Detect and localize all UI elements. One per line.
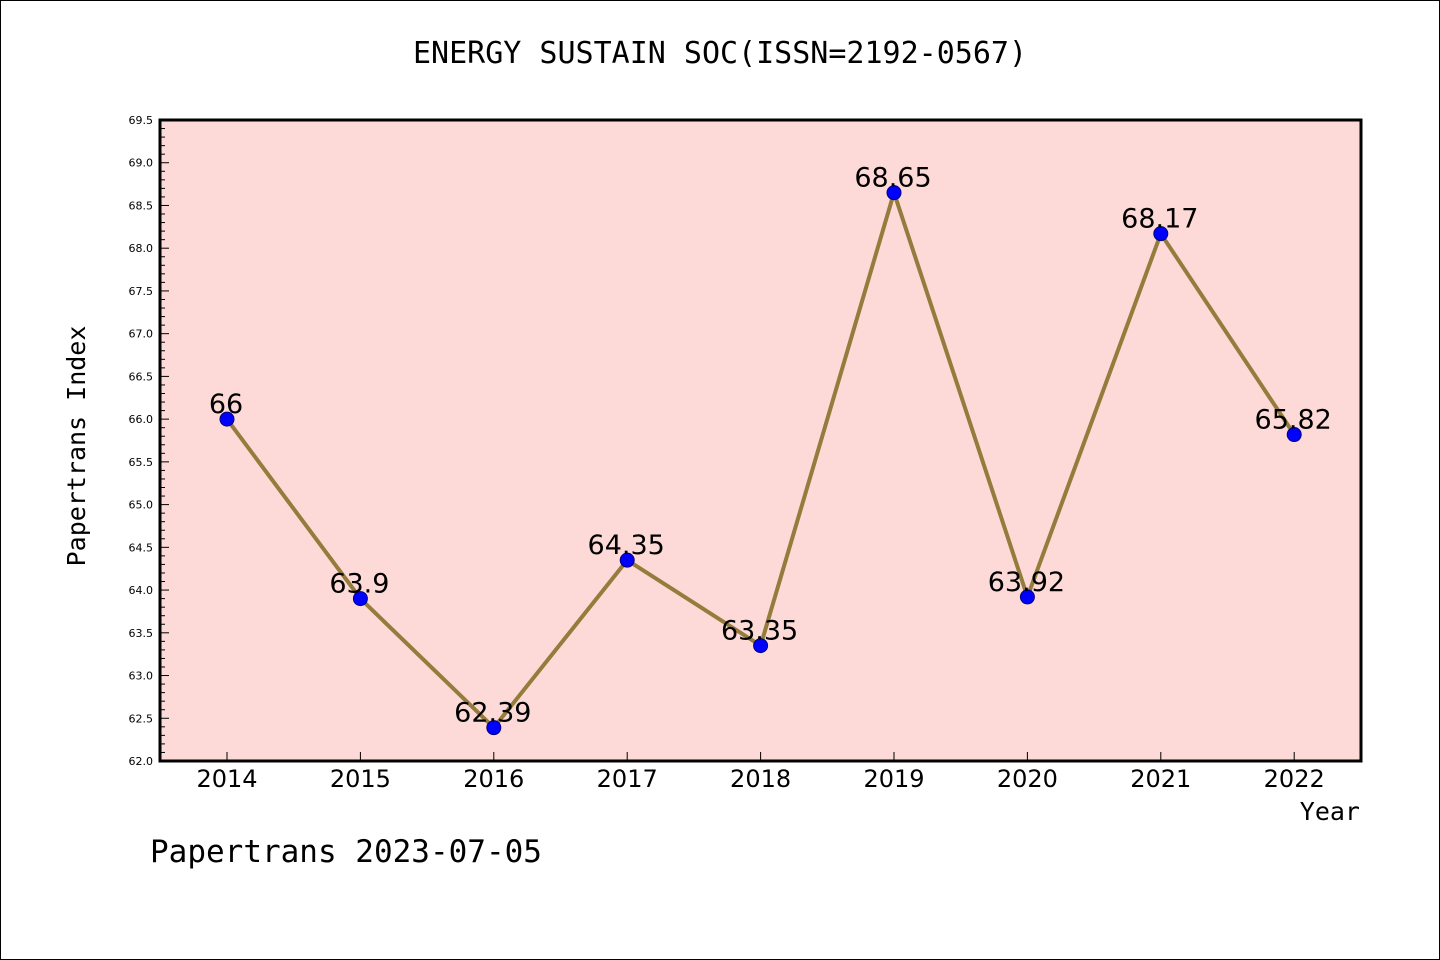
y-tick-label: 63.0 (129, 670, 154, 683)
y-axis-ticks: 62.0 62.5 63.0 63.5 64.0 64.5 65.0 65.5 66.0 66.5… (129, 114, 169, 768)
data-point-marker (753, 638, 769, 654)
data-point-marker (1153, 226, 1169, 242)
x-tick-label: 2019 (863, 765, 924, 793)
y-tick-label: 68.5 (129, 199, 154, 212)
x-tick-label: 2014 (196, 765, 257, 793)
y-tick-label: 62.5 (129, 712, 154, 725)
y-tick-label: 64.5 (129, 541, 154, 554)
data-label: 62.39 (454, 698, 531, 729)
x-tick-label: 2017 (597, 765, 658, 793)
x-axis-ticks: 2014 2015 2016 2017 2018 2019 2020 2021 2022 (196, 752, 1325, 793)
data-point-marker (486, 720, 502, 736)
y-axis-label: Papertrans Index (62, 326, 91, 567)
data-point-marker (886, 185, 902, 201)
y-tick-label: 64.0 (129, 584, 154, 597)
y-tick-label: 65.0 (129, 499, 154, 512)
y-tick-label: 66.5 (129, 370, 154, 383)
y-tick-label: 69.5 (129, 114, 154, 127)
data-label: 68.17 (1121, 204, 1198, 235)
data-label: 63.35 (721, 616, 798, 647)
data-point-marker (619, 552, 635, 568)
data-label: 63.92 (988, 567, 1065, 598)
data-label: 63.9 (329, 569, 389, 600)
y-tick-label: 65.5 (129, 456, 154, 469)
data-labels-group: 66 63.9 62.39 64.35 63.35 68.65 63.92 68.17 65.8… (209, 163, 1332, 729)
x-tick-label: 2015 (330, 765, 391, 793)
data-label: 65.82 (1255, 405, 1332, 436)
data-label: 66 (209, 389, 243, 420)
y-tick-label: 68.0 (129, 242, 154, 255)
x-axis-label: Year (1300, 797, 1360, 826)
y-tick-label: 67.5 (129, 285, 154, 298)
footer-watermark: Papertrans 2023-07-05 (150, 834, 542, 870)
x-tick-label: 2018 (730, 765, 791, 793)
x-tick-label: 2021 (1130, 765, 1191, 793)
data-point-marker (352, 591, 368, 607)
data-label: 64.35 (588, 530, 665, 561)
x-tick-label: 2022 (1264, 765, 1325, 793)
data-point-marker (1019, 589, 1035, 605)
x-tick-label: 2016 (463, 765, 524, 793)
data-label: 68.65 (854, 163, 931, 194)
y-tick-label: 66.0 (129, 413, 154, 426)
y-tick-label: 62.0 (129, 755, 154, 768)
chart-title: ENERGY SUSTAIN SOC(ISSN=2192-0567) (412, 36, 1028, 71)
y-tick-label: 63.5 (129, 627, 154, 640)
x-tick-label: 2020 (997, 765, 1058, 793)
data-point-marker (1286, 427, 1302, 443)
markers-group (219, 185, 1302, 736)
y-tick-label: 67.0 (129, 328, 154, 341)
y-tick-label: 69.0 (129, 157, 154, 170)
data-point-marker (219, 411, 235, 427)
